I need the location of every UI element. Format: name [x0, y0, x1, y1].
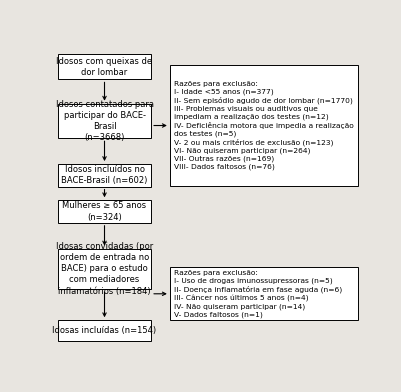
FancyBboxPatch shape [58, 54, 151, 80]
Text: Idosos contatados para
participar do BACE-
Brasil
(n=3668): Idosos contatados para participar do BAC… [55, 100, 154, 142]
FancyBboxPatch shape [58, 320, 151, 341]
FancyBboxPatch shape [58, 249, 151, 289]
Text: Idosas incluídas (n=154): Idosas incluídas (n=154) [53, 326, 156, 335]
FancyBboxPatch shape [170, 267, 358, 320]
FancyBboxPatch shape [58, 164, 151, 187]
Text: Idosas convidadas (por
ordem de entrada no
BACE) para o estudo
com mediadores
in: Idosas convidadas (por ordem de entrada … [56, 242, 153, 296]
FancyBboxPatch shape [58, 103, 151, 138]
FancyBboxPatch shape [58, 200, 151, 223]
Text: Razões para exclusão:
I- Uso de drogas imunossupressoras (n=5)
II- Doença inflam: Razões para exclusão: I- Uso de drogas i… [174, 270, 342, 318]
FancyBboxPatch shape [170, 65, 358, 186]
Text: Idosos com queixas de
dor lombar: Idosos com queixas de dor lombar [57, 56, 152, 77]
Text: Razões para exclusão:
I- Idade <55 anos (n=377)
II- Sem episódio agudo de dor lo: Razões para exclusão: I- Idade <55 anos … [174, 81, 353, 170]
Text: Idosos incluídos no
BACE-Brasil (n=602): Idosos incluídos no BACE-Brasil (n=602) [61, 165, 148, 185]
Text: Mulheres ≥ 65 anos
(n=324): Mulheres ≥ 65 anos (n=324) [63, 201, 147, 221]
